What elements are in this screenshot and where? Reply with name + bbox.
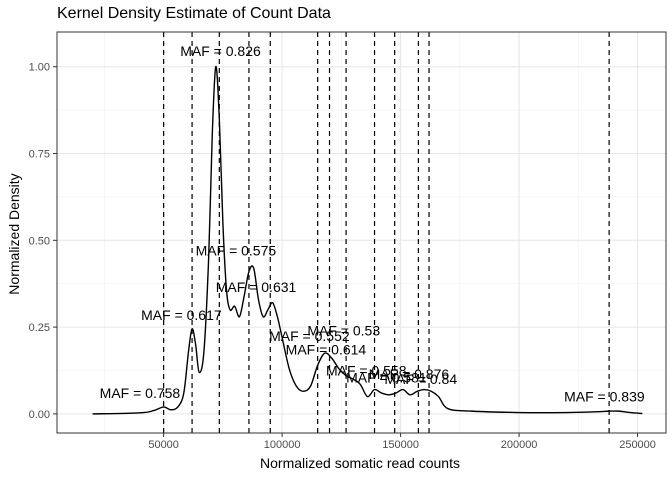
- maf-reference-lines: [163, 32, 610, 433]
- maf-labels: MAF = 0.758 MAF = 0.617 MAF = 0.826 MAF = 0…: [100, 43, 645, 404]
- x-tick-label: 100000: [264, 439, 301, 451]
- maf-label: MAF = 0.84: [384, 371, 457, 387]
- x-tick-label: 250000: [619, 439, 656, 451]
- maf-label: MAF = 0.839: [564, 389, 645, 405]
- x-axis-ticks: 50000 100000 150000 200000 250000: [148, 433, 656, 451]
- x-tick-label: 150000: [382, 439, 419, 451]
- x-tick-label: 50000: [148, 439, 179, 451]
- y-axis-ticks: 0.00 0.25 0.50 0.75 1.00: [29, 62, 57, 421]
- maf-label: MAF = 0.631: [216, 279, 297, 295]
- x-axis-title: Normalized somatic read counts: [260, 455, 460, 471]
- minor-gridlines: [57, 32, 666, 433]
- y-tick-label: 0.25: [29, 322, 50, 334]
- y-tick-label: 1.00: [29, 62, 50, 74]
- y-tick-label: 0.50: [29, 235, 50, 247]
- maf-label: MAF = 0.758: [100, 385, 181, 401]
- maf-label: MAF = 0.558: [326, 363, 407, 379]
- maf-label: MAF = 0.617: [141, 307, 222, 323]
- y-axis-title: Normalized Density: [6, 173, 22, 295]
- maf-label: MAF = 0.53: [307, 323, 380, 339]
- maf-label: MAF = 0.876: [369, 366, 450, 382]
- x-tick-label: 200000: [501, 439, 538, 451]
- maf-label: MAF = 0.575: [196, 243, 277, 259]
- maf-label: MAF = 0.614: [286, 342, 367, 358]
- panel-border: [56, 31, 667, 434]
- density-curve: [92, 66, 643, 415]
- major-gridlines: [57, 32, 666, 433]
- y-tick-label: 0.75: [29, 149, 50, 161]
- maf-label: MAF = 0.552: [269, 328, 350, 344]
- maf-label: MAF = 0.581: [346, 369, 427, 385]
- maf-label: MAF = 0.826: [180, 43, 261, 59]
- chart-title: Kernel Density Estimate of Count Data: [57, 5, 331, 22]
- y-tick-label: 0.00: [29, 409, 50, 421]
